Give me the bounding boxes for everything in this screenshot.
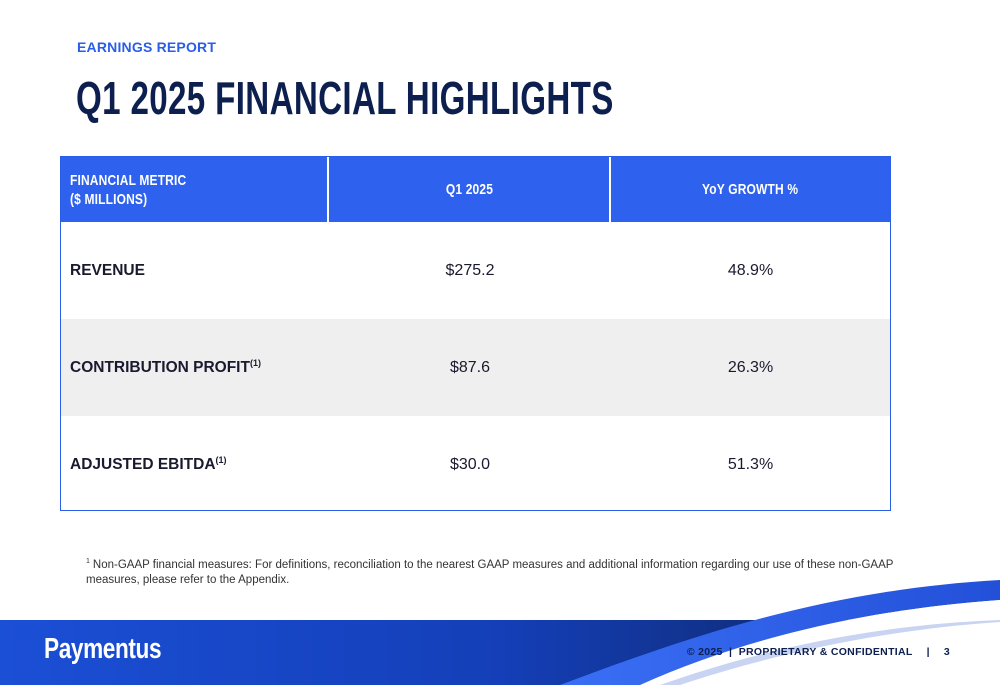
row-metric-label: CONTRIBUTION PROFIT: [70, 359, 250, 377]
column-header-period-label: Q1 2025: [445, 181, 493, 198]
row-growth: 48.9%: [727, 261, 774, 279]
copyright-text: © 2025: [686, 646, 723, 658]
column-header-growth: YoY GROWTH %: [611, 157, 890, 222]
column-header-metric-label: FINANCIAL METRIC: [70, 171, 187, 189]
footer-band: [0, 580, 1000, 685]
financial-highlights-table: FINANCIAL METRIC ($ MILLIONS) Q1 2025 Yo…: [60, 156, 891, 511]
row-metric: REVENUE: [61, 262, 329, 280]
footnote-text: Non-GAAP financial measures: For definit…: [86, 558, 894, 586]
row-metric-label: ADJUSTED EBITDA: [70, 456, 216, 474]
footer-legal: © 2025 | PROPRIETARY & CONFIDENTIAL | 3: [687, 646, 950, 658]
table-header: FINANCIAL METRIC ($ MILLIONS) Q1 2025 Yo…: [61, 157, 890, 222]
table-row: REVENUE $275.2 48.9%: [61, 222, 890, 319]
column-header-growth-label: YoY GROWTH %: [702, 181, 799, 198]
footnote-reference: (1): [215, 454, 227, 465]
footer-copyright: © 2025 | PROPRIETARY & CONFIDENTIAL: [686, 646, 913, 658]
table-row: ADJUSTED EBITDA(1) $30.0 51.3%: [61, 416, 890, 513]
row-growth: 26.3%: [727, 358, 774, 376]
row-metric: CONTRIBUTION PROFIT(1): [61, 358, 329, 377]
table-row: CONTRIBUTION PROFIT(1) $87.6 26.3%: [61, 319, 890, 416]
page-title: Q1 2025 FINANCIAL HIGHLIGHTS: [76, 72, 614, 124]
column-header-metric: FINANCIAL METRIC ($ MILLIONS): [61, 157, 329, 222]
row-growth: 51.3%: [727, 455, 774, 473]
footnote-reference: (1): [249, 357, 261, 368]
footnote: 1 Non-GAAP financial measures: For defini…: [86, 554, 916, 588]
page-number: 3: [943, 646, 950, 658]
confidential-label: PROPRIETARY & CONFIDENTIAL: [738, 646, 913, 658]
paymentus-logo: Paymentus: [44, 633, 162, 665]
row-value: $275.2: [445, 261, 495, 279]
row-metric: ADJUSTED EBITDA(1): [61, 455, 329, 474]
footer-divider: |: [926, 646, 930, 658]
footnote-marker: 1: [86, 558, 90, 565]
column-header-period: Q1 2025: [329, 157, 611, 222]
eyebrow-label: EARNINGS REPORT: [77, 39, 217, 55]
row-value: $87.6: [449, 358, 491, 376]
footer-wave-graphic: [0, 580, 1000, 685]
column-header-metric-unit: ($ MILLIONS): [70, 190, 148, 208]
row-value: $30.0: [449, 455, 491, 473]
row-metric-label: REVENUE: [70, 261, 145, 279]
